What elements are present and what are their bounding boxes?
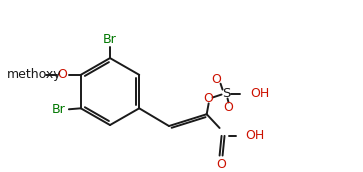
Text: O: O: [217, 158, 227, 171]
Text: S: S: [223, 87, 231, 100]
Text: OH: OH: [250, 87, 270, 100]
Text: O: O: [212, 73, 221, 86]
Text: methoxy: methoxy: [7, 68, 61, 81]
Text: O: O: [224, 101, 233, 114]
Text: OH: OH: [245, 129, 265, 142]
Text: Br: Br: [52, 103, 66, 116]
Text: O: O: [57, 68, 67, 81]
Text: Br: Br: [103, 33, 117, 46]
Text: O: O: [204, 92, 213, 105]
